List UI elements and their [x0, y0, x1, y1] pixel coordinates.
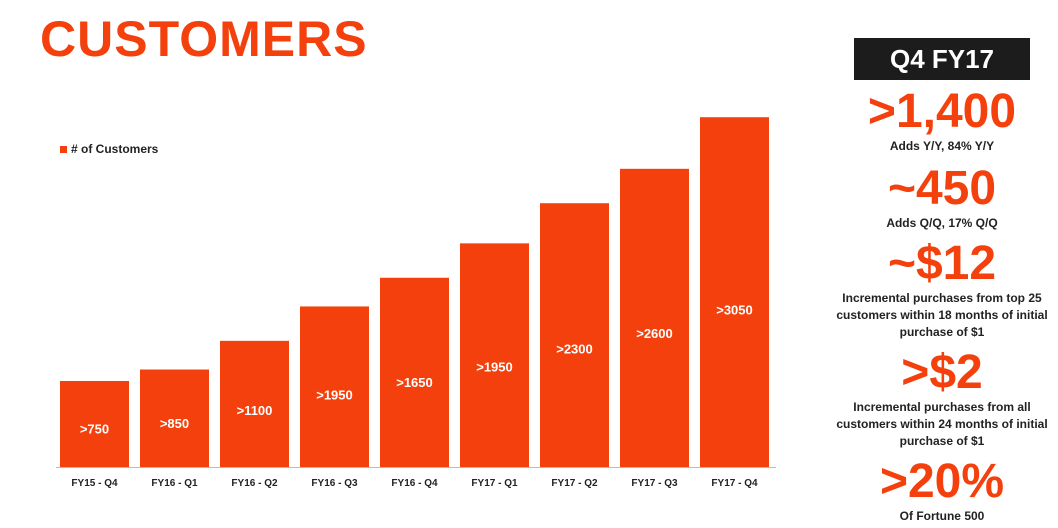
stat-value: ~$12 [887, 237, 997, 290]
stat-description: Adds Y/Y, 84% Y/Y [889, 139, 995, 153]
x-tick-label: FY16 - Q4 [391, 478, 438, 489]
panel-header: Q4 FY17 [854, 38, 1030, 80]
bar-data-label: >2600 [636, 326, 673, 341]
bar-data-label: >850 [160, 416, 189, 431]
bar-data-label: >1950 [476, 359, 513, 374]
bar-7 [540, 203, 609, 467]
stat-block-yoy: >1,400 Adds Y/Y, 84% Y/Y [832, 86, 1052, 155]
x-tick-label: FY17 - Q1 [471, 478, 518, 489]
stat-value: >1,400 [867, 85, 1017, 138]
bar-data-label: >3050 [716, 303, 753, 318]
page-title: CUSTOMERS [40, 11, 368, 67]
legend-label: # of Customers [71, 142, 159, 156]
stat-description: Incremental purchases from all customers… [836, 400, 1048, 448]
bar-4 [300, 306, 369, 467]
bar-8 [620, 168, 689, 467]
x-tick-label: FY17 - Q4 [711, 478, 758, 489]
x-tick-label: FY17 - Q3 [631, 478, 678, 489]
bar-3 [220, 340, 289, 467]
customers-bar-chart: >750 FY15 - Q4 >850 FY16 - Q1 >1100 FY16 - Q2… [56, 117, 776, 489]
legend-swatch [60, 145, 67, 153]
bar-data-label: >1650 [396, 375, 433, 390]
bar-2 [140, 369, 209, 467]
stat-block-top25: ~$12 Incremental purchases from top 25 c… [832, 238, 1052, 341]
stat-description: Of Fortune 500 [899, 509, 985, 523]
bar-data-label: >1100 [237, 403, 273, 418]
stat-block-fortune: >20% Of Fortune 500 [832, 456, 1052, 525]
bar-data-label: >750 [80, 421, 109, 436]
bar-1 [60, 380, 129, 467]
stat-block-all: >$2 Incremental purchases from all custo… [832, 347, 1052, 450]
x-tick-label: FY16 - Q3 [311, 478, 358, 489]
bar-data-label: >2300 [556, 341, 593, 356]
x-tick-label: FY17 - Q2 [551, 478, 598, 489]
stats-panel: Q4 FY17 >1,400 Adds Y/Y, 84% Y/Y ~450 Ad… [832, 38, 1052, 525]
bar-6 [460, 243, 529, 467]
stat-description: Incremental purchases from top 25 custom… [836, 291, 1048, 339]
bar-9 [700, 117, 769, 467]
bar-5 [380, 277, 449, 467]
stat-value: >$2 [901, 346, 983, 399]
stat-block-qoq: ~450 Adds Q/Q, 17% Q/Q [832, 163, 1052, 232]
bar-data-label: >1950 [316, 388, 353, 403]
x-tick-label: FY16 - Q1 [151, 478, 198, 489]
x-tick-label: FY16 - Q2 [231, 478, 278, 489]
chart-legend: # of Customers [60, 142, 158, 156]
x-tick-label: FY15 - Q4 [71, 478, 118, 489]
stat-value: ~450 [887, 162, 997, 215]
stat-description: Adds Q/Q, 17% Q/Q [886, 216, 998, 230]
stat-value: >20% [879, 455, 1005, 508]
